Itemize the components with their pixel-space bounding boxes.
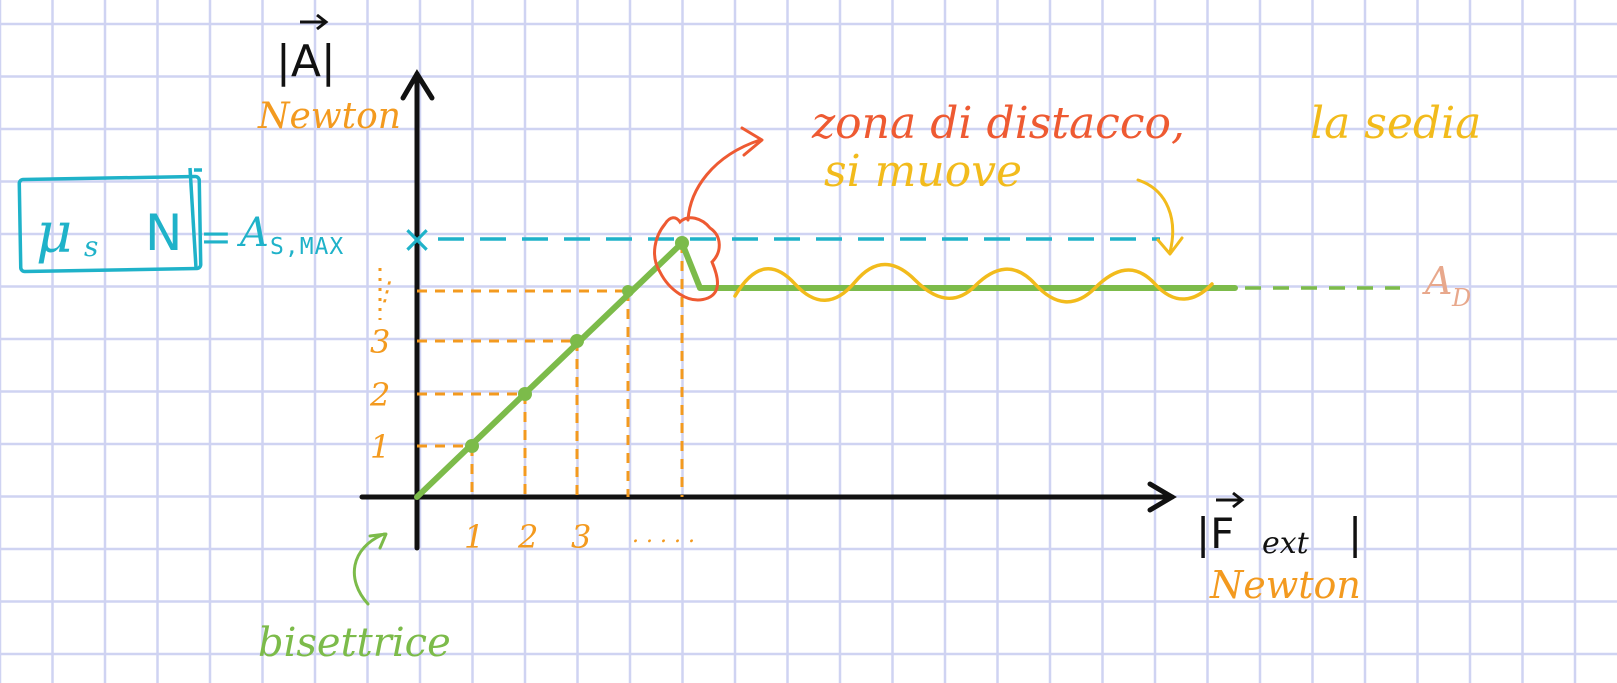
y-axis-title: |A| [276, 36, 336, 87]
y-tick-3: 3 [370, 323, 390, 361]
formula-box [17, 174, 203, 274]
friction-curve [414, 240, 1238, 500]
x-axis-subscript: ext [1262, 526, 1310, 561]
chair-moves-label-line1: la sedia [1310, 98, 1481, 149]
axes [359, 69, 1177, 551]
max-marker: × [401, 217, 433, 261]
x-axis-close-bar: | [1348, 509, 1362, 558]
x-tick-ellipsis: . . . . . [632, 523, 695, 548]
x-axis-arrowhead [1147, 481, 1177, 513]
y-tick-labels: 1 2 3 ⋮ [369, 277, 398, 466]
x-tick-2: 2 [517, 518, 538, 556]
bisector-arrow [352, 532, 388, 606]
y-tick-2: 2 [369, 376, 390, 414]
x-axis-label: |F ext | Newton [1196, 491, 1362, 607]
static-friction-formula: μ s N = A S,MAX [17, 167, 344, 274]
x-axis-unit: Newton [1209, 563, 1361, 607]
x-tick-labels: 1 2 3 . . . . . [464, 518, 695, 556]
detachment-arrow [686, 126, 764, 222]
y-tick-1: 1 [370, 428, 390, 466]
mu-subscript: s [84, 230, 98, 263]
chair-moves-label-line2: si muove [824, 146, 1022, 197]
detachment-zone-label: zona di distacco, [811, 98, 1185, 149]
dynamic-friction-label: A D [1422, 259, 1471, 312]
detachment-highlight [653, 216, 721, 302]
y-axis-unit: Newton [257, 96, 401, 137]
x-tick-3: 3 [571, 518, 591, 556]
a-smax-subscript: S,MAX [270, 234, 344, 260]
x-tick-1: 1 [464, 518, 484, 556]
dynamic-friction-subscript: D [1451, 284, 1471, 312]
wavy-motion-line [733, 262, 1214, 304]
bisector-label: bisettrice [258, 620, 451, 666]
mu-symbol: μ [36, 201, 72, 266]
y-axis-label: |A| Newton [257, 13, 401, 137]
projection-lines [378, 243, 684, 497]
formula-divider [188, 167, 198, 269]
a-smax-symbol: A [236, 210, 269, 256]
equals-sign: = [200, 215, 232, 259]
y-axis-arrowhead [400, 69, 435, 101]
x-axis-title: |F [1196, 509, 1234, 558]
y-tick-ellipsis: ⋮ [372, 277, 398, 307]
normal-force-symbol: N [145, 204, 182, 262]
dynamic-friction-symbol: A [1422, 259, 1452, 303]
curve-points [465, 236, 689, 453]
chair-moves-arrow [1136, 178, 1184, 256]
